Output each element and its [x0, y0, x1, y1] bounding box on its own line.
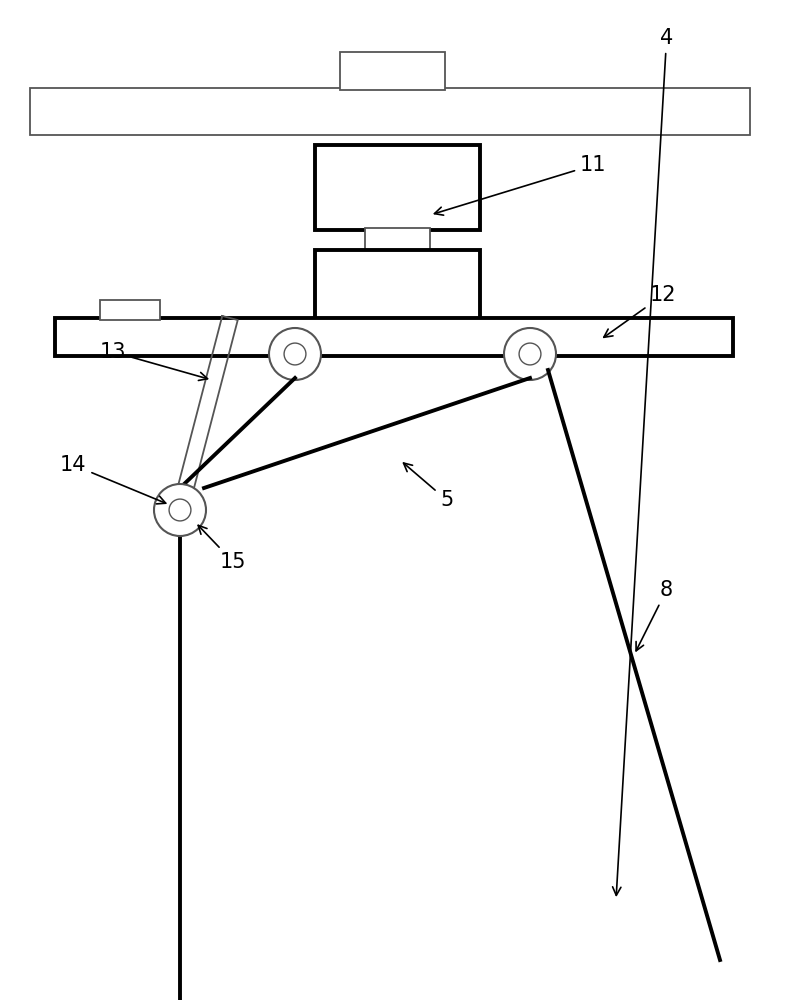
Text: 4: 4	[612, 28, 674, 895]
Circle shape	[284, 343, 306, 365]
Text: 5: 5	[403, 463, 453, 510]
Circle shape	[504, 328, 556, 380]
Text: 8: 8	[636, 580, 673, 651]
Text: 13: 13	[100, 342, 207, 380]
Text: 15: 15	[198, 525, 246, 572]
Bar	[55, 318, 733, 356]
Text: 14: 14	[60, 455, 166, 504]
Circle shape	[269, 328, 321, 380]
Bar	[315, 145, 480, 230]
Circle shape	[169, 499, 191, 521]
Bar	[365, 228, 430, 252]
Text: 12: 12	[604, 285, 677, 337]
Bar	[30, 88, 750, 135]
Circle shape	[519, 343, 541, 365]
Bar	[315, 250, 480, 320]
Polygon shape	[172, 316, 238, 512]
Bar	[340, 52, 445, 90]
Text: 11: 11	[434, 155, 607, 215]
Circle shape	[154, 484, 206, 536]
Bar	[100, 300, 160, 320]
